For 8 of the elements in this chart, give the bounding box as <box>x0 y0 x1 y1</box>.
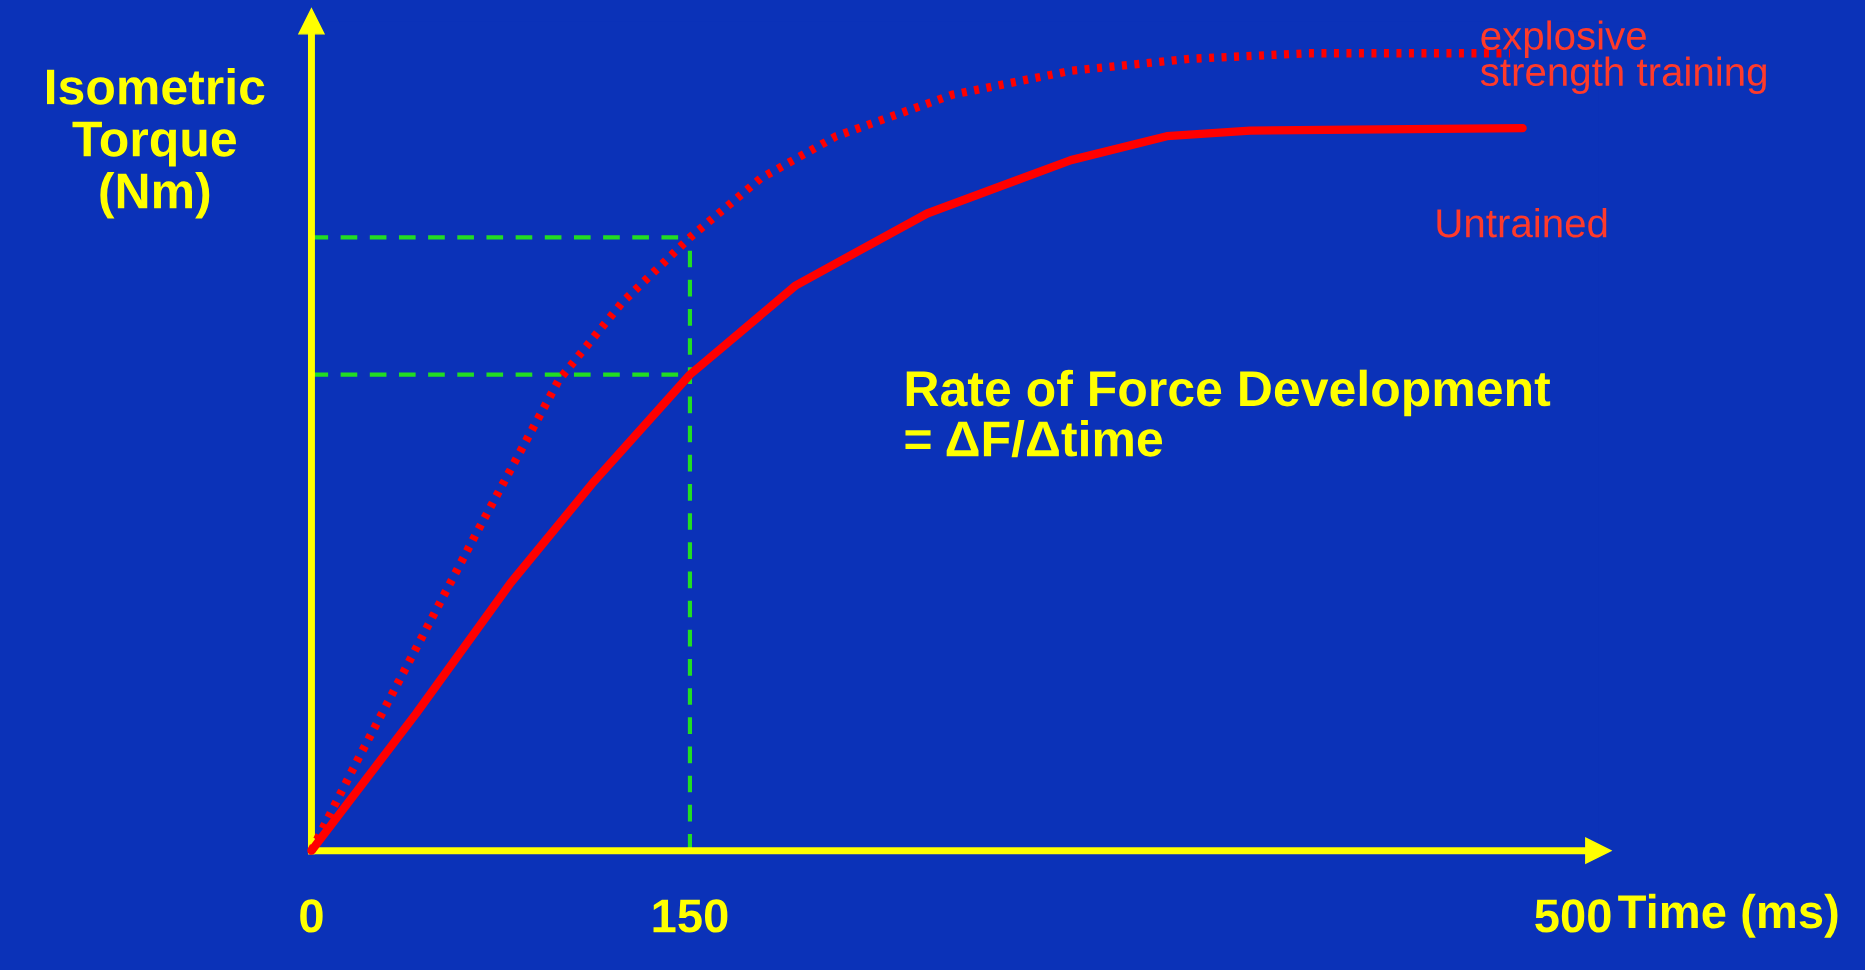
annotation: Rate of Force Development = ΔF/Δtime <box>905 369 1551 458</box>
x-tick-label: 150 <box>653 899 728 933</box>
x-tick-label: 500 <box>1535 899 1611 933</box>
x-axis-title: Time (ms) <box>1618 893 1838 938</box>
y-axis-title: Isometric Torque (Nm) <box>46 67 265 219</box>
series-label: Untrained <box>1437 207 1607 238</box>
series-label: explosive strength training <box>1480 20 1766 95</box>
x-tick-label: 0 <box>300 899 323 933</box>
